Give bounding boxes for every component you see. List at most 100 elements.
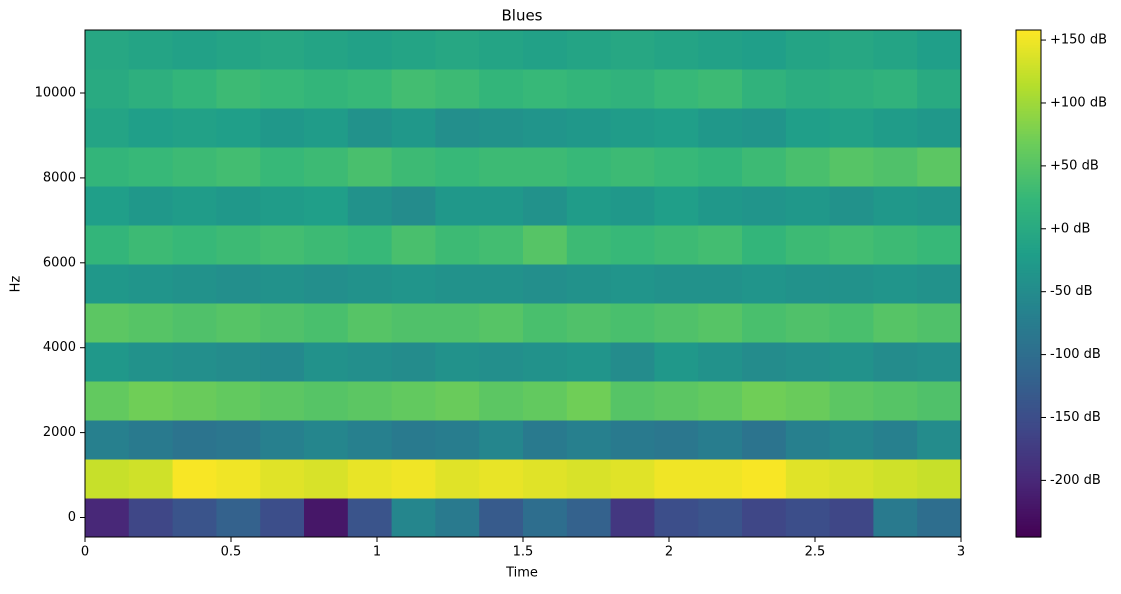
colorbar-segment	[1016, 270, 1041, 274]
colorbar-segment	[1016, 422, 1041, 427]
colorbar-tick-label: -50 dB	[1050, 284, 1093, 299]
colorbar-segment	[1016, 118, 1041, 122]
colorbar-segment	[1016, 126, 1041, 130]
colorbar-segment	[1016, 212, 1041, 216]
heatmap-cell	[347, 30, 393, 70]
colorbar-segment	[1016, 32, 1041, 36]
heatmap-cell	[698, 69, 743, 109]
heatmap-cell	[698, 381, 743, 421]
heatmap-cell	[172, 108, 217, 148]
colorbar-segment	[1016, 511, 1041, 515]
heatmap-cell	[523, 69, 568, 109]
heatmap-cell	[654, 186, 699, 226]
heatmap-cell	[917, 381, 962, 421]
heatmap-cell	[172, 147, 217, 187]
heatmap-cell	[260, 225, 305, 265]
heatmap-cell	[873, 108, 918, 148]
colorbar-segment	[1016, 405, 1041, 409]
colorbar-segment	[1016, 197, 1041, 201]
heatmap-cell	[654, 225, 699, 265]
colorbar-segment	[1016, 488, 1041, 492]
heatmap-cell	[347, 108, 393, 148]
y-tick-label: 4000	[43, 340, 76, 355]
heatmap-cell	[304, 381, 349, 421]
colorbar-segment	[1016, 179, 1041, 183]
heatmap-cell	[391, 459, 436, 499]
colorbar-segment	[1016, 395, 1041, 399]
heatmap-cell	[435, 498, 480, 538]
heatmap-cell	[347, 225, 393, 265]
y-tick-label: 6000	[43, 255, 76, 270]
heatmap-cell	[523, 342, 568, 382]
heatmap-cell	[523, 420, 568, 460]
colorbar-segment	[1016, 189, 1041, 193]
colorbar-segment	[1016, 379, 1041, 383]
colorbar-segment	[1016, 164, 1041, 168]
heatmap-cell	[304, 186, 349, 226]
colorbar-segment	[1016, 45, 1041, 49]
colorbar-segment	[1016, 417, 1041, 421]
heatmap-cell	[566, 69, 612, 109]
heatmap-cell	[829, 225, 874, 265]
heatmap-cell	[610, 303, 655, 343]
colorbar-segment	[1016, 253, 1041, 257]
heatmap-cell	[698, 225, 743, 265]
colorbar-segment	[1016, 280, 1041, 285]
heatmap-cell	[829, 498, 874, 538]
colorbar-segment	[1016, 529, 1041, 533]
heatmap-cell	[391, 381, 436, 421]
colorbar-segment	[1016, 265, 1041, 269]
heatmap-cell	[128, 225, 174, 265]
heatmap-cell	[785, 303, 831, 343]
colorbar-segment	[1016, 367, 1041, 371]
colorbar-segment	[1016, 397, 1041, 401]
heatmap-cell	[785, 108, 831, 148]
colorbar-segment	[1016, 192, 1041, 196]
colorbar-segment	[1016, 324, 1041, 328]
colorbar-segment	[1016, 258, 1041, 262]
colorbar-segment	[1016, 303, 1041, 307]
heatmap-cell	[873, 420, 918, 460]
colorbar-segment	[1016, 30, 1041, 34]
heatmap-cell	[479, 420, 524, 460]
heatmap-cell	[435, 69, 480, 109]
y-tick-label: 10000	[35, 86, 76, 101]
colorbar-segment	[1016, 116, 1041, 120]
x-tick-label: 1	[373, 545, 381, 560]
colorbar-segment	[1016, 121, 1041, 125]
colorbar-segment	[1016, 372, 1041, 376]
heatmap-cell	[829, 30, 874, 70]
heatmap-cell	[172, 498, 217, 538]
colorbar-segment	[1016, 382, 1041, 386]
x-tick-label: 3	[957, 545, 965, 560]
heatmap-cell	[873, 69, 918, 109]
heatmap-cell	[304, 30, 349, 70]
colorbar-segment	[1016, 182, 1041, 186]
colorbar-segment	[1016, 384, 1041, 389]
colorbar-tick-label: +50 dB	[1050, 158, 1099, 173]
colorbar-segment	[1016, 374, 1041, 378]
colorbar-segment	[1016, 268, 1041, 272]
heatmap-cell	[85, 147, 130, 187]
heatmap-cell	[829, 303, 874, 343]
colorbar-segment	[1016, 286, 1041, 290]
colorbar-segment	[1016, 460, 1041, 465]
colorbar-segment	[1016, 154, 1041, 158]
heatmap-cell	[698, 108, 743, 148]
heatmap-cell	[85, 225, 130, 265]
heatmap-cell	[742, 69, 787, 109]
heatmap-cell	[785, 381, 831, 421]
heatmap-cell	[391, 264, 436, 304]
heatmap-cell	[523, 381, 568, 421]
colorbar-segment	[1016, 433, 1041, 437]
heatmap-cell	[829, 108, 874, 148]
heatmap-cell	[216, 420, 261, 460]
heatmap-cell	[479, 342, 524, 382]
heatmap-cell	[829, 420, 874, 460]
heatmap-cell	[742, 147, 787, 187]
heatmap-cell	[917, 30, 962, 70]
colorbar-segment	[1016, 316, 1041, 320]
heatmap-cell	[391, 303, 436, 343]
heatmap-cell	[785, 147, 831, 187]
heatmap-cell	[610, 459, 655, 499]
